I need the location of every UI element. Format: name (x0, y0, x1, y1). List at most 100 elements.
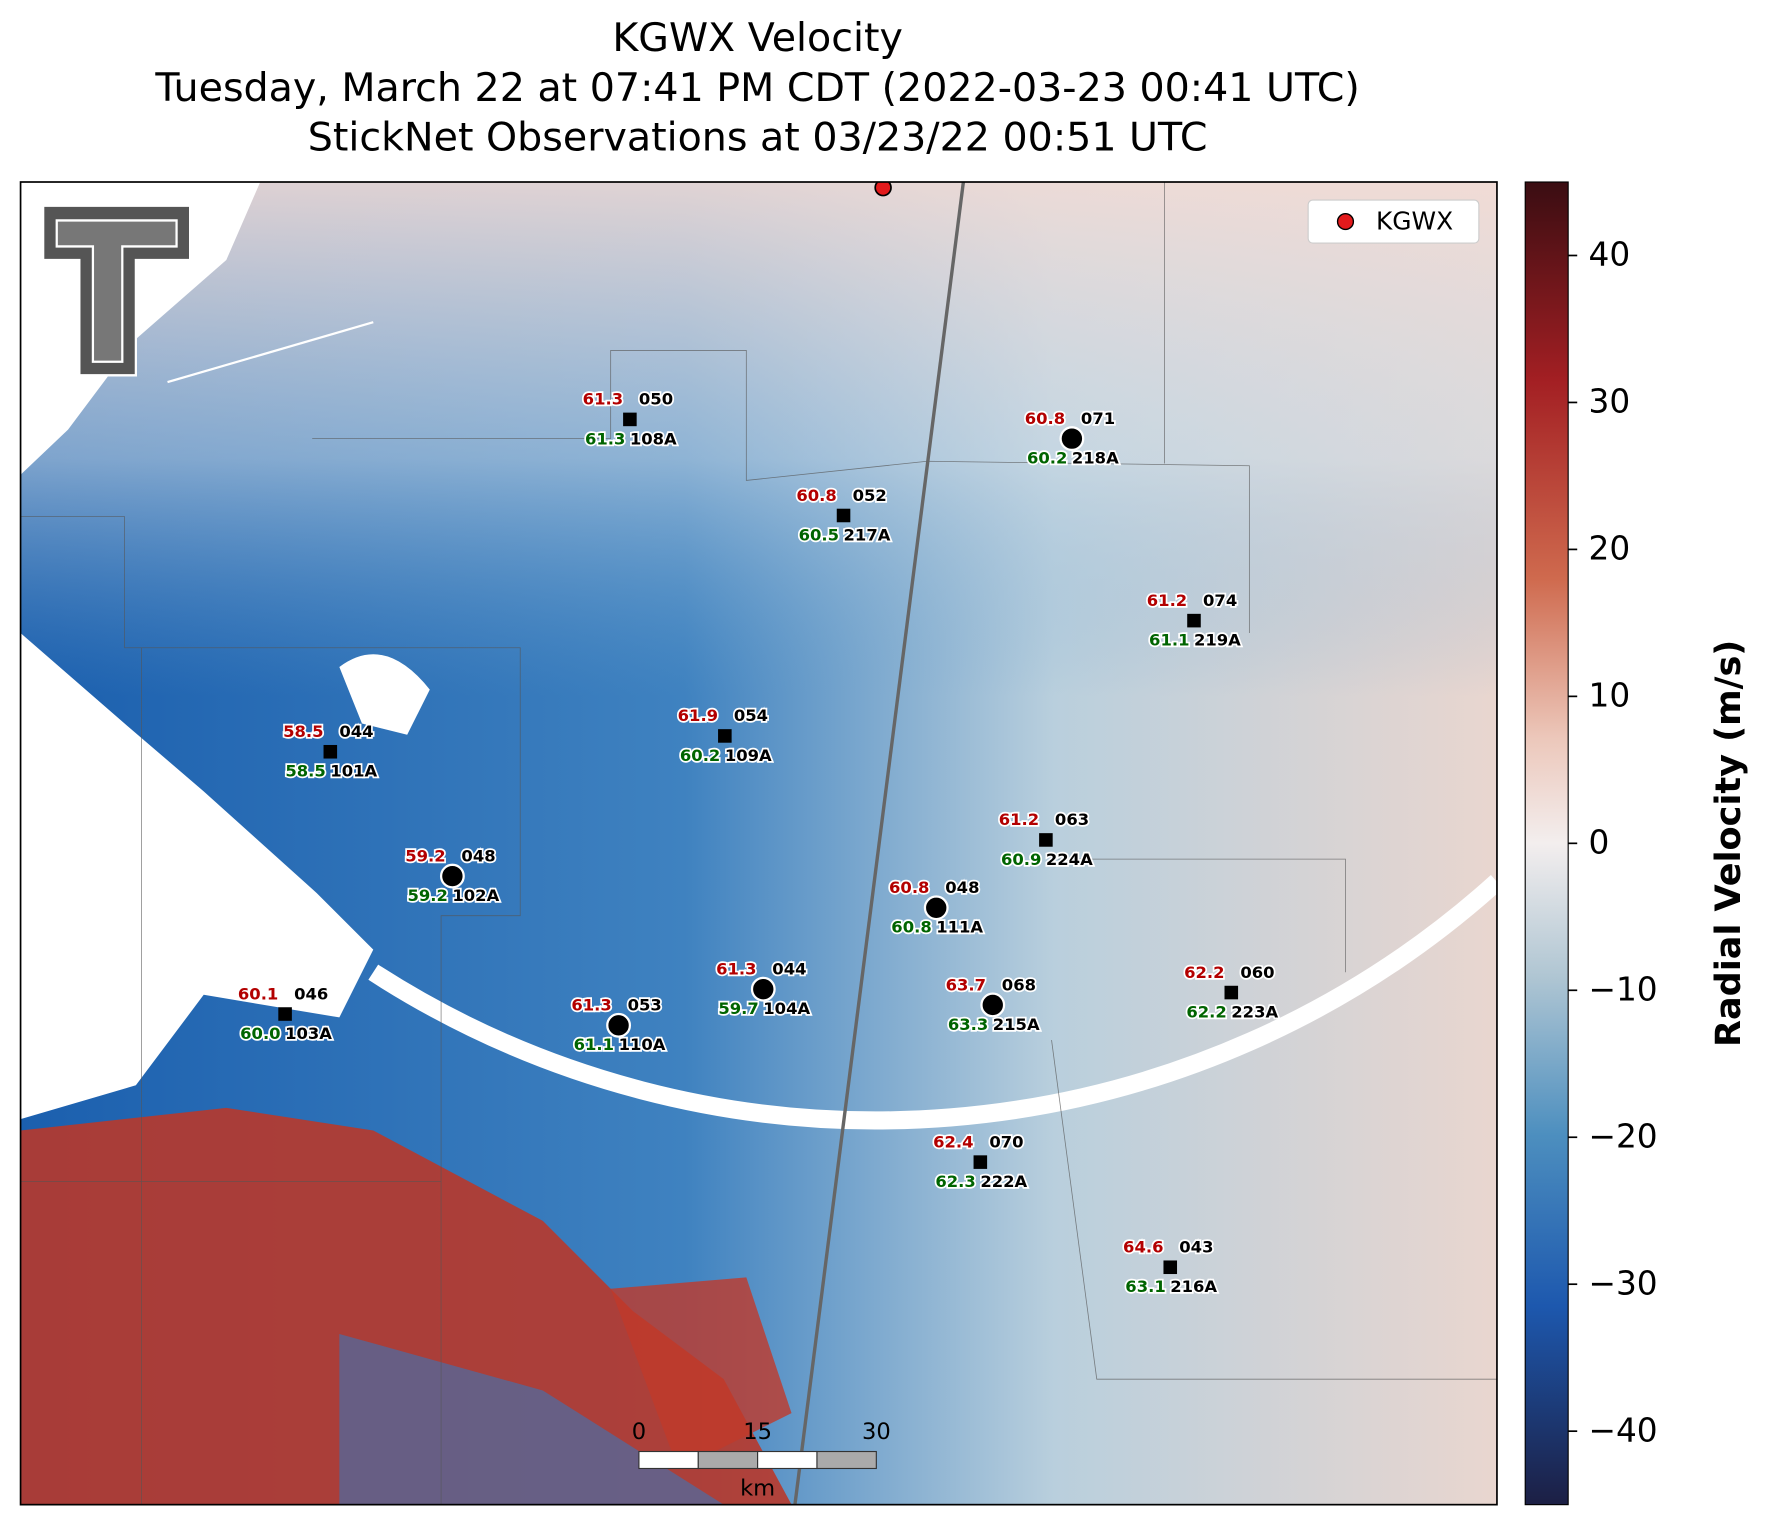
pressure: 044 (772, 959, 806, 978)
station: 58.5 044 58.5 101A (281, 720, 379, 782)
temperature: 61.2 (1147, 591, 1187, 610)
station-id: 215A (993, 1015, 1040, 1034)
title: KGWX Velocity (612, 15, 902, 61)
temperature: 58.5 (283, 722, 323, 741)
station: 64.6 043 63.1 216A (1121, 1236, 1219, 1298)
dewpoint: 60.2 (680, 746, 720, 765)
station: 61.9 054 60.2 109A (676, 705, 774, 767)
dewpoint: 62.3 (935, 1172, 975, 1191)
dewpoint: 60.0 (240, 1024, 280, 1043)
station: 63.7 068 63.3 215A (944, 974, 1042, 1036)
dewpoint: 59.7 (718, 999, 758, 1018)
station-id: 217A (844, 525, 891, 544)
scale-segment (697, 1450, 759, 1470)
colorbar-tick-label: 40 (1589, 236, 1631, 274)
pressure: 046 (294, 984, 328, 1003)
temperature: 61.9 (678, 706, 718, 725)
station: 61.2 074 61.1 219A (1145, 589, 1243, 651)
pressure: 053 (628, 996, 662, 1015)
pressure: 071 (1081, 409, 1115, 428)
temperature: 62.2 (1184, 963, 1224, 982)
colorbar-tick-label: 30 (1589, 383, 1631, 421)
station-marker (439, 863, 465, 889)
outbound-patch (610, 1277, 792, 1470)
station-id: 216A (1170, 1277, 1217, 1296)
station: 59.2 048 59.2 102A (404, 845, 502, 907)
pressure: 060 (1240, 963, 1274, 982)
temperature: 60.8 (1025, 409, 1065, 428)
legend-marker (1336, 212, 1355, 231)
pressure: 052 (853, 486, 887, 505)
temperature: 62.4 (933, 1132, 973, 1151)
station: 60.8 052 60.5 217A (795, 484, 893, 546)
dewpoint: 60.9 (1001, 850, 1041, 869)
dewpoint: 63.3 (948, 1015, 988, 1034)
temperature: 61.3 (571, 996, 611, 1015)
station-id: 219A (1194, 630, 1241, 649)
radial-artifact (167, 321, 374, 384)
subtitle: Tuesday, March 22 at 07:41 PM CDT (2022-… (154, 65, 1359, 111)
logo (42, 204, 192, 377)
station-id: 218A (1072, 448, 1119, 467)
station-id: 102A (452, 886, 499, 905)
no-data (20, 633, 374, 1120)
dewpoint: 62.2 (1186, 1002, 1226, 1021)
pressure: 044 (339, 722, 373, 741)
velocity-shade (20, 182, 1497, 974)
range-gap (368, 875, 1497, 1130)
station-marker (1059, 426, 1085, 452)
station: 62.4 070 62.3 222A (931, 1131, 1029, 1193)
station-marker (623, 412, 637, 427)
scale-label: 15 (743, 1419, 772, 1445)
pressure: 054 (734, 706, 768, 725)
station-id: 223A (1231, 1002, 1278, 1021)
pressure: 048 (461, 846, 495, 865)
station: 61.3 053 61.1 110A (570, 994, 668, 1056)
colorbar-tick-label: 10 (1589, 676, 1631, 714)
colorbar-ticks: −40 −30 −20 −10 0 10 20 30 40 (1568, 236, 1658, 1449)
county-lines (20, 182, 1497, 1505)
station-marker (973, 1155, 988, 1169)
station-marker (323, 744, 338, 759)
colorbar-label: Radial Velocity (m/s) (1708, 640, 1749, 1047)
highway (793, 182, 966, 1505)
colorbar-tick-label: 20 (1589, 530, 1631, 568)
station-marker (718, 729, 732, 743)
map-frame (19, 181, 1498, 1506)
station-id: 222A (980, 1172, 1027, 1191)
station: 60.1 046 60.0 103A (236, 983, 334, 1045)
temperature: 63.7 (946, 975, 986, 994)
scale-label: 0 (632, 1419, 646, 1445)
no-data (339, 654, 430, 735)
station: 62.2 060 62.2 223A (1182, 961, 1280, 1023)
dewpoint: 60.8 (891, 918, 931, 937)
station-marker (923, 895, 949, 921)
station-id: 109A (725, 746, 772, 765)
pressure: 048 (945, 878, 979, 897)
colorbar-tick-label: −20 (1589, 1117, 1658, 1155)
station-id: 104A (763, 999, 810, 1018)
station: 61.3 050 61.3 108A (581, 388, 679, 450)
temperature: 60.8 (889, 878, 929, 897)
colorbar-tick-label: −40 (1589, 1411, 1658, 1449)
temperature: 61.3 (716, 959, 756, 978)
pressure: 068 (1002, 975, 1036, 994)
dewpoint: 61.3 (585, 429, 625, 448)
pressure: 070 (989, 1132, 1023, 1151)
scale-segment (757, 1450, 818, 1470)
dewpoint: 61.1 (574, 1035, 614, 1054)
station-id: 111A (936, 918, 983, 937)
temperature: 59.2 (405, 846, 445, 865)
colorbar (1524, 181, 1569, 1506)
station-marker (750, 976, 776, 1002)
station-marker (836, 508, 851, 523)
inbound-patch (339, 1333, 724, 1505)
pressure: 050 (639, 390, 673, 409)
scale-segment (816, 1450, 877, 1470)
radar-site (874, 182, 892, 197)
temperature: 60.8 (796, 486, 836, 505)
dewpoint: 59.2 (407, 886, 447, 905)
